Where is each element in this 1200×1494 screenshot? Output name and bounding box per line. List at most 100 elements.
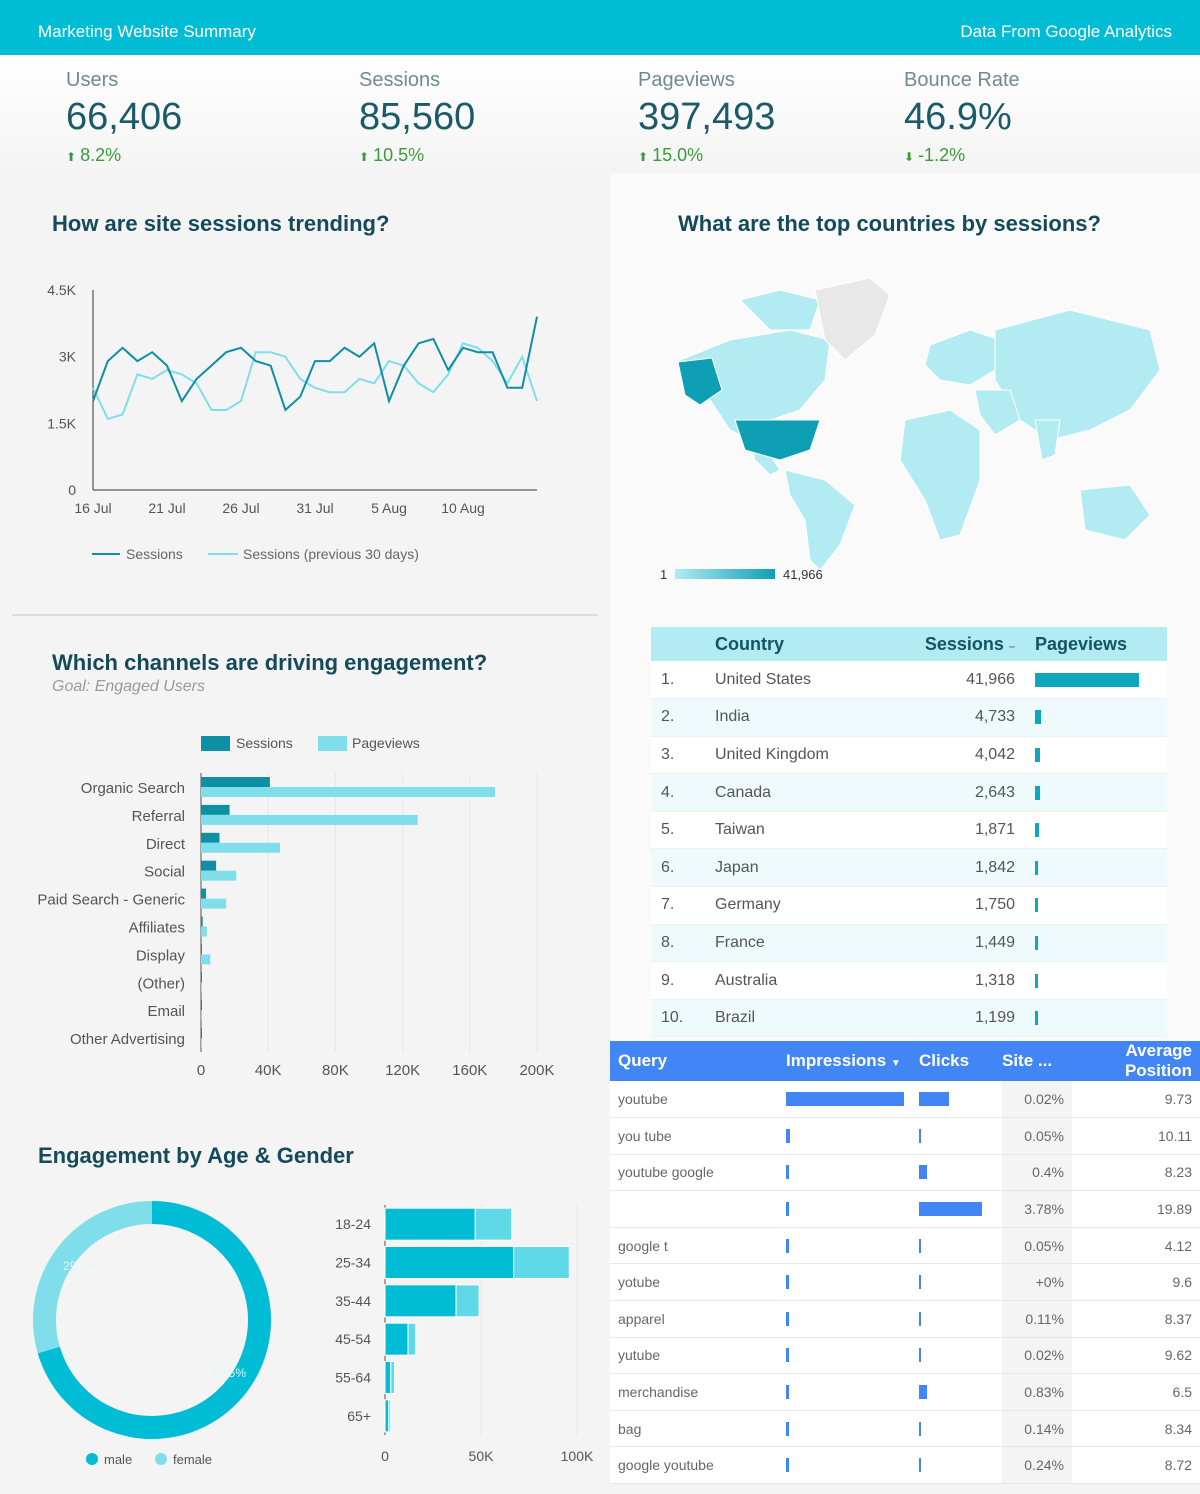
age-bar-chart[interactable]: 0 50K 100K 18-24 25-34 35-44 45-54 55-64 65+ xyxy=(300,1195,610,1475)
row-query: merchandise xyxy=(610,1373,786,1411)
table-row[interactable]: 2. India 4,733 xyxy=(651,698,1167,737)
legend-female-label: female xyxy=(173,1452,212,1467)
sessions-bar xyxy=(201,972,202,983)
world-map[interactable]: 1 41,966 xyxy=(650,270,1170,590)
column-header-clicks[interactable]: Clicks xyxy=(919,1041,1002,1081)
kpi-delta: ⬇ -1.2% xyxy=(904,145,1020,166)
table-row[interactable]: merchandise 0.83% 6.5 xyxy=(610,1373,1200,1411)
column-header-query[interactable]: Query xyxy=(610,1041,786,1081)
row-country: Taiwan xyxy=(715,811,895,850)
column-header-pageviews[interactable]: Pageviews xyxy=(1025,627,1167,661)
clicks-bar xyxy=(919,1348,921,1363)
impressions-bar xyxy=(786,1311,789,1326)
pageviews-bar xyxy=(201,814,418,825)
column-header-country[interactable]: Country xyxy=(715,627,895,661)
map-region-australia xyxy=(1079,484,1151,541)
table-row[interactable]: 6. Japan 1,842 xyxy=(651,848,1167,888)
female-bar xyxy=(388,1399,392,1433)
sessions-trend-chart[interactable]: 0 1.5K 3K 4.5K 16 Jul 21 Jul 26 Jul 31 Jul 5 Aug… xyxy=(0,270,600,580)
table-row[interactable]: 1. United States 41,966 xyxy=(651,661,1167,700)
table-row[interactable]: yotube +0% 9.6 xyxy=(610,1263,1200,1302)
pageviews-bar xyxy=(201,787,495,797)
sort-indicator-icon: – xyxy=(1008,640,1015,653)
row-average-position: 10.11 xyxy=(1072,1117,1200,1155)
row-impressions xyxy=(786,1190,919,1228)
row-average-position: 9.62 xyxy=(1072,1337,1200,1375)
x-tick-label: 200K xyxy=(519,1062,554,1079)
row-query: yutube xyxy=(610,1337,786,1375)
row-country: Australia xyxy=(715,961,895,1000)
column-header-average-position[interactable]: Average Position xyxy=(1072,1041,1200,1081)
male-bar xyxy=(384,1246,515,1279)
pageviews-bar xyxy=(201,1038,202,1049)
map-region-alaska xyxy=(677,357,723,406)
kpi-delta-value: 10.5% xyxy=(373,145,425,165)
map-scale-min: 1 xyxy=(660,567,667,582)
table-row[interactable]: 5. Taiwan 1,871 xyxy=(651,811,1167,850)
legend-pageviews-swatch xyxy=(318,736,347,751)
age-label: 25-34 xyxy=(335,1255,371,1271)
row-clicks xyxy=(919,1410,1002,1448)
row-site: 0.4% xyxy=(1002,1154,1072,1192)
table-row[interactable]: youtube google 0.4% 8.23 xyxy=(610,1154,1200,1192)
gender-donut-chart[interactable]: 29.5% 70.5% male female xyxy=(20,1190,290,1480)
row-sessions: 1,318 xyxy=(895,961,1025,1000)
kpi-pageviews: Pageviews 397,493 ⬆ 15.0% xyxy=(638,69,775,166)
column-header-site[interactable]: Site ... xyxy=(1002,1041,1072,1081)
table-row[interactable]: youtube 0.02% 9.73 xyxy=(610,1081,1200,1119)
row-clicks xyxy=(919,1446,1002,1485)
legend-previous-label: Sessions (previous 30 days) xyxy=(243,546,419,562)
row-site: 0.83% xyxy=(1002,1373,1072,1411)
table-row[interactable]: apparel 0.11% 8.37 xyxy=(610,1300,1200,1338)
row-query: you tube xyxy=(610,1117,786,1155)
category-label: (Other) xyxy=(137,975,185,992)
table-row[interactable]: 3. United Kingdom 4,042 xyxy=(651,736,1167,775)
pageviews-bar xyxy=(1035,935,1038,950)
table-row[interactable]: 4. Canada 2,643 xyxy=(651,773,1167,812)
table-row[interactable]: you tube 0.05% 10.11 xyxy=(610,1117,1200,1155)
pageviews-bar xyxy=(201,898,227,909)
row-query: youtube google xyxy=(610,1154,786,1192)
row-site: +0% xyxy=(1002,1263,1072,1302)
clicks-bar xyxy=(919,1385,927,1400)
table-row[interactable]: 10. Brazil 1,199 xyxy=(651,999,1167,1038)
table-row[interactable]: 9. Australia 1,318 xyxy=(651,961,1167,1000)
channels-bar-chart[interactable]: Sessions Pageviews 0 40K 80K 120K 160K 200K Orga… xyxy=(0,725,600,1090)
row-country: India xyxy=(715,698,895,737)
x-tick-label: 0 xyxy=(381,1448,389,1464)
row-rank: 5. xyxy=(651,811,715,850)
row-average-position: 8.37 xyxy=(1072,1300,1200,1338)
row-clicks xyxy=(919,1190,1002,1228)
column-header-impressions[interactable]: Impressions ▼ xyxy=(786,1041,919,1081)
sessions-bar xyxy=(201,777,270,787)
row-rank: 1. xyxy=(651,661,715,700)
column-header-sessions[interactable]: Sessions – xyxy=(895,627,1025,661)
category-label: Referral xyxy=(132,808,185,825)
sessions-bar xyxy=(201,888,207,899)
report-header: Marketing Website Summary Data From Goog… xyxy=(0,0,1200,55)
table-row[interactable]: 7. Germany 1,750 xyxy=(651,886,1167,925)
search-query-table-body: youtube 0.02% 9.73 you tube 0.05% 10.11 youtub… xyxy=(610,1081,1200,1485)
y-tick-label: 0 xyxy=(68,482,76,498)
table-row[interactable]: google t 0.05% 4.12 xyxy=(610,1227,1200,1265)
row-pageviews xyxy=(1025,961,1167,1000)
table-row[interactable]: 8. France 1,449 xyxy=(651,924,1167,963)
row-impressions xyxy=(786,1337,919,1375)
kpi-users: Users 66,406 ⬆ 8.2% xyxy=(66,69,182,166)
impressions-bar xyxy=(786,1165,789,1180)
table-row[interactable]: bag 0.14% 8.34 xyxy=(610,1410,1200,1448)
table-row[interactable]: 3.78% 19.89 xyxy=(610,1190,1200,1228)
row-impressions xyxy=(786,1373,919,1411)
row-sessions: 1,199 xyxy=(895,999,1025,1038)
category-label: Social xyxy=(144,864,185,881)
table-row[interactable]: google youtube 0.24% 8.72 xyxy=(610,1446,1200,1485)
female-percent-label: 29.5% xyxy=(63,1259,97,1273)
table-header-row: Country Sessions – Pageviews xyxy=(651,627,1167,661)
channels-goal: Goal: Engaged Users xyxy=(52,678,205,695)
kpi-bounce-rate: Bounce Rate 46.9% ⬇ -1.2% xyxy=(904,69,1020,166)
map-region-united-states xyxy=(734,419,821,461)
map-title: What are the top countries by sessions? xyxy=(678,211,1101,236)
male-bar xyxy=(384,1207,476,1241)
table-row[interactable]: yutube 0.02% 9.62 xyxy=(610,1337,1200,1375)
pageviews-bar xyxy=(1035,973,1038,988)
